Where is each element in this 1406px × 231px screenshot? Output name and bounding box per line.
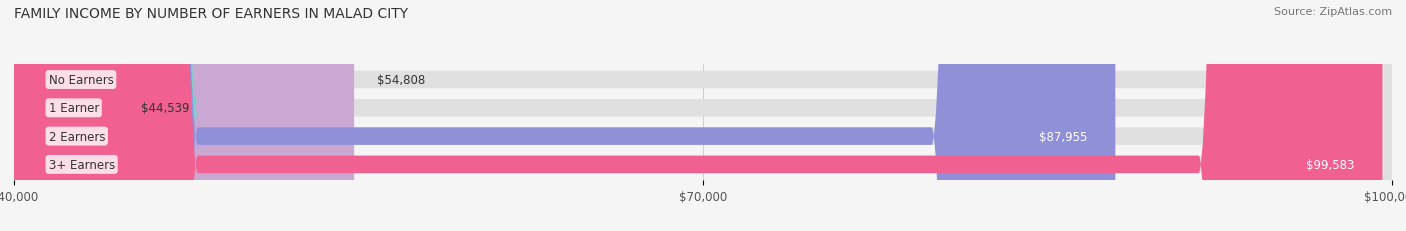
FancyBboxPatch shape [14,0,354,231]
FancyBboxPatch shape [14,0,1392,231]
FancyBboxPatch shape [14,0,1392,231]
FancyBboxPatch shape [14,0,1392,231]
Text: No Earners: No Earners [48,74,114,87]
Text: FAMILY INCOME BY NUMBER OF EARNERS IN MALAD CITY: FAMILY INCOME BY NUMBER OF EARNERS IN MA… [14,7,408,21]
FancyBboxPatch shape [0,0,198,231]
Text: 2 Earners: 2 Earners [48,130,105,143]
Text: $87,955: $87,955 [1039,130,1088,143]
Text: $54,808: $54,808 [377,74,426,87]
Text: $44,539: $44,539 [141,102,190,115]
FancyBboxPatch shape [14,0,1392,231]
Text: 3+ Earners: 3+ Earners [48,158,115,171]
Text: 1 Earner: 1 Earner [48,102,98,115]
Text: $99,583: $99,583 [1306,158,1355,171]
FancyBboxPatch shape [14,0,1382,231]
FancyBboxPatch shape [14,0,1115,231]
Text: Source: ZipAtlas.com: Source: ZipAtlas.com [1274,7,1392,17]
